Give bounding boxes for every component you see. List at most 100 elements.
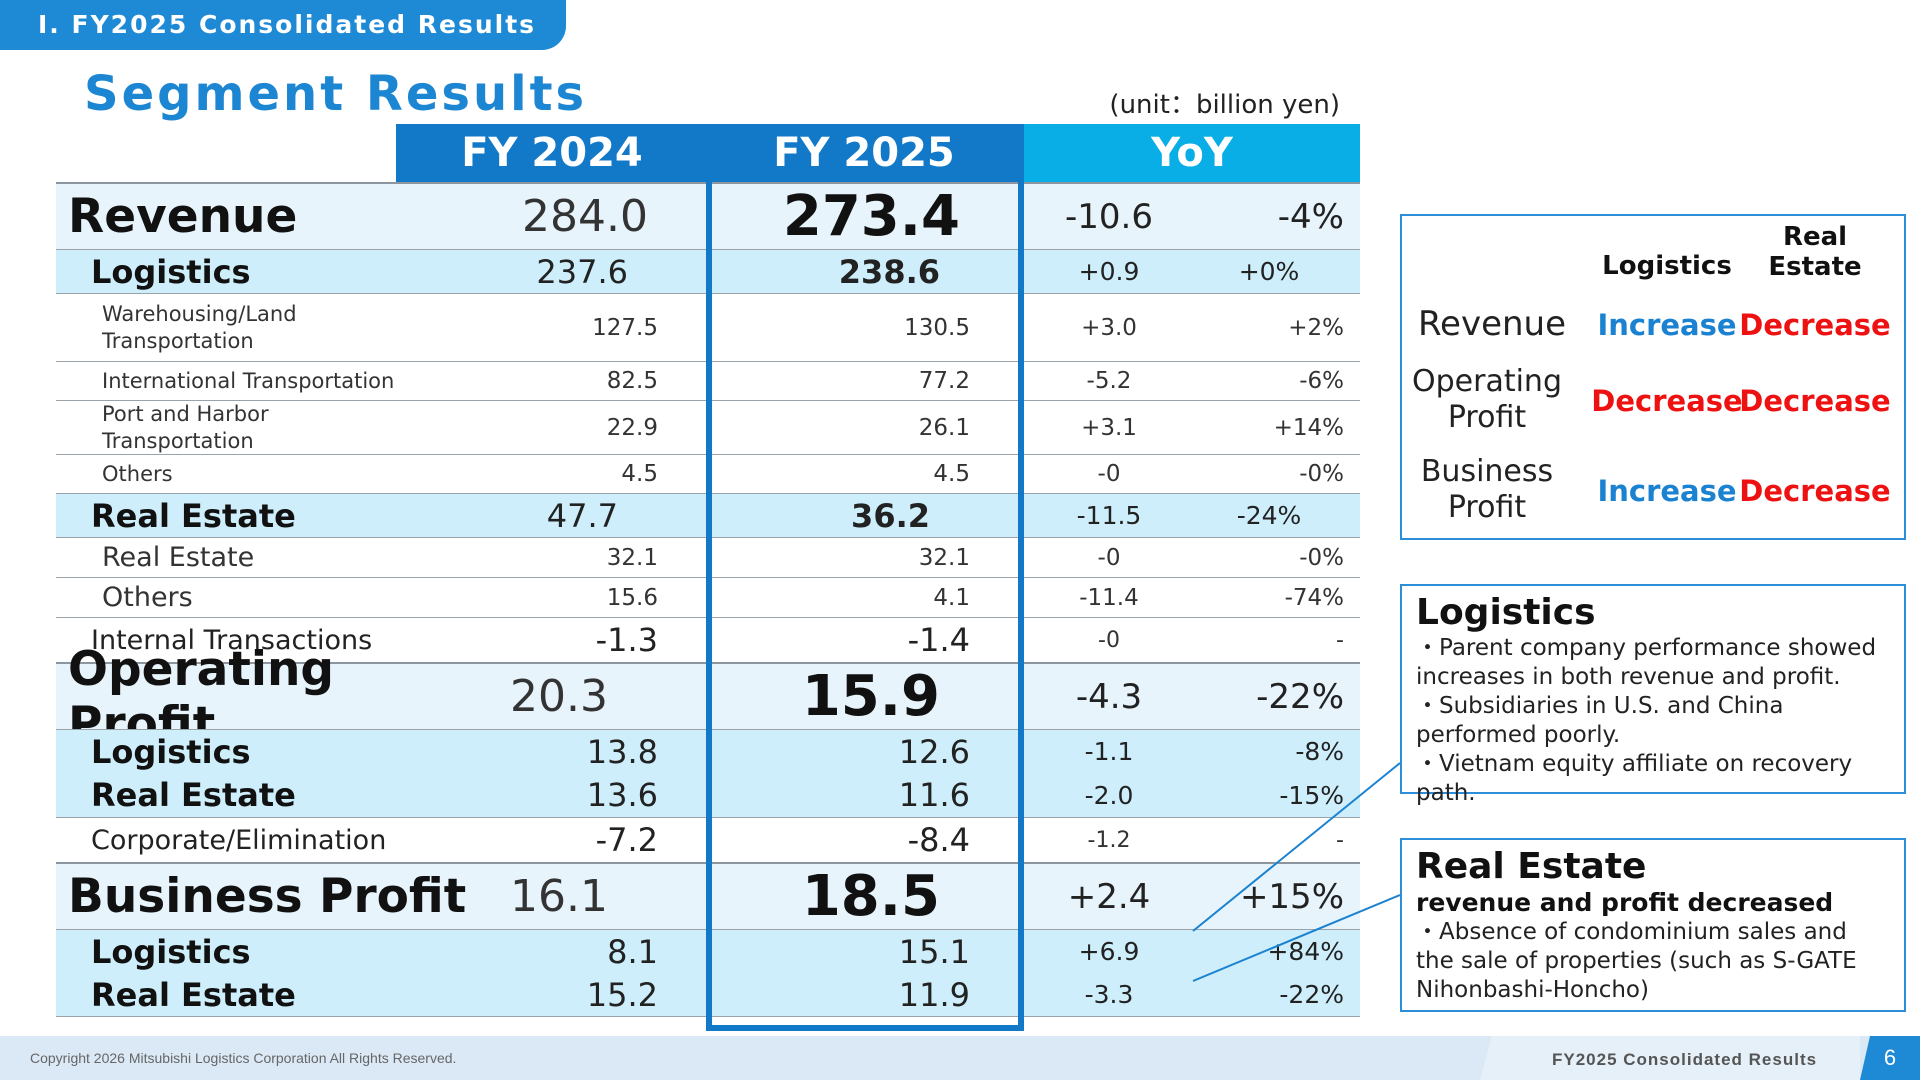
fy2025-value: 12.6 [898,732,970,771]
row-label: Real Estate [91,975,296,1014]
fy2025-value: 11.9 [898,975,970,1014]
yoy-percent: +15% [1239,876,1344,917]
table-row-operating-profit: Operating Profit 20.3 15.9 -4.3 -22% [56,642,1360,752]
yoy-change: +0.9 [1078,257,1140,286]
table-row-op-real-estate: Real Estate 13.6 11.6 -2.0 -15% [56,773,1360,817]
yoy-change: -0 [1097,544,1121,571]
yoy-percent: +84% [1267,937,1344,966]
table-row-bp-real-estate: Real Estate 15.2 11.9 -3.3 -22% [56,973,1360,1017]
yoy-change: -3.3 [1084,980,1134,1009]
summary-row-label: Revenue [1417,304,1567,344]
logistics-note-bullet: ・Subsidiaries in U.S. and China performe… [1416,693,1784,748]
table-row-real-estate-others: Others 15.6 4.1 -11.4 -74% [56,577,1360,617]
fy2025-value: 130.5 [904,314,970,341]
fy2025-value: 11.6 [898,776,970,814]
fy2024-value: 13.6 [586,776,658,814]
row-label: Real Estate [91,496,296,535]
yoy-percent: -4% [1277,196,1344,237]
fy2024-value: 22.9 [606,414,658,441]
row-label: Real Estate [91,776,296,814]
row-label: Real Estate [102,542,255,573]
header-yoy: YoY [1024,124,1360,182]
yoy-change: -1.2 [1087,827,1131,853]
table-row-bp-logistics: Logistics 8.1 15.1 +6.9 +84% [56,929,1360,973]
fy2025-value: 18.5 [801,864,940,929]
fy2024-value: -7.2 [595,821,658,859]
yoy-percent: - [1336,627,1344,653]
yoy-change: -1.1 [1084,737,1134,766]
row-label: Others [102,461,173,486]
real-estate-note-title: Real Estate [1416,846,1647,887]
table-row-revenue: Revenue 284.0 273.4 -10.6 -4% [56,182,1360,249]
yoy-change: -4.3 [1075,676,1143,717]
fy2025-value: 15.9 [801,664,940,729]
real-estate-note-bullet: ・Absence of condominium sales and the sa… [1416,919,1857,1003]
summary-header-logistics: Logistics [1602,251,1732,281]
fy2024-value: -1.3 [595,621,658,659]
fy2024-value: 47.7 [546,496,618,535]
row-label: Business Profit [68,869,467,924]
fy2024-value: 13.8 [586,732,658,771]
table-header: FY 2024 FY 2025 YoY [56,124,1360,182]
yoy-percent: -8% [1295,737,1344,766]
row-label: Corporate/Elimination [91,824,387,856]
row-label: Logistics [91,732,251,771]
summary-logistics-value: Decrease [1591,384,1743,418]
row-label: Revenue [68,189,298,244]
yoy-percent: -0% [1299,461,1344,487]
table-row-corporate-elimination: Corporate/Elimination -7.2 -8.4 -1.2 - [56,817,1360,862]
fy2024-value: 4.5 [621,461,658,487]
section-tab: Ⅰ. FY2025 Consolidated Results [0,0,566,50]
yoy-change: -11.5 [1076,501,1142,530]
fy2025-value: -1.4 [907,621,970,659]
yoy-percent: -22% [1279,980,1344,1009]
table-row-warehousing: Warehousing/Land Transportation 127.5 13… [56,293,1360,361]
yoy-change: -10.6 [1065,196,1153,237]
table-row-real-estate-sub: Real Estate 32.1 32.1 -0 -0% [56,537,1360,577]
header-fy2024: FY 2024 [396,124,708,182]
real-estate-note-box: Real Estate revenue and profit decreased… [1400,838,1906,1012]
fy2024-value: 20.3 [510,671,608,722]
yoy-percent: -22% [1256,676,1344,717]
fy2025-value: 4.1 [933,584,970,611]
table-row-revenue-logistics: Logistics 237.6 238.6 +0.9 +0% [56,249,1360,293]
table-row-logistics-others: Others 4.5 4.5 -0 -0% [56,454,1360,493]
summary-logistics-value: Increase [1597,474,1737,508]
row-label: Logistics [91,932,251,971]
fy2024-value: 82.5 [606,368,658,394]
logistics-note-bullet: ・Vietnam equity affiliate on recovery pa… [1416,751,1853,806]
yoy-change: +3.1 [1081,414,1137,441]
table-row-business-profit: Business Profit 16.1 18.5 +2.4 +15% [56,862,1360,929]
yoy-percent: +14% [1273,414,1344,441]
yoy-change: -11.4 [1079,584,1139,611]
footer: Copyright 2026 Mitsubishi Logistics Corp… [0,1036,1920,1080]
fy2025-value: 32.1 [918,544,970,571]
summary-row-label: Operating Profit [1412,364,1562,435]
fy2024-value: 8.1 [607,932,658,971]
footer-title-band [1480,1036,1860,1080]
table-row-op-logistics: Logistics 13.8 12.6 -1.1 -8% [56,729,1360,773]
segment-results-table: FY 2024 FY 2025 YoY Revenue 284.0 273.4 … [56,124,1360,1017]
row-label: Others [102,582,193,613]
logistics-note-bullet: ・Parent company performance showed incre… [1416,635,1877,690]
yoy-change: -2.0 [1084,780,1134,810]
page-number: 6 [1860,1036,1920,1080]
row-label: International Transportation [102,368,395,393]
table-row-revenue-real-estate: Real Estate 47.7 36.2 -11.5 -24% [56,493,1360,537]
footer-title: FY2025 Consolidated Results [1552,1050,1818,1069]
unit-note: (unit：billion yen) [1109,90,1340,120]
yoy-percent: - [1336,827,1344,853]
summary-header-real-estate: Real Estate [1768,222,1862,282]
yoy-percent: +2% [1288,314,1344,341]
yoy-change: -0 [1097,461,1121,487]
yoy-change: +6.9 [1078,937,1140,966]
summary-real-estate-value: Decrease [1739,384,1891,418]
yoy-percent: +0% [1238,257,1300,286]
fy2024-value: 15.6 [606,584,658,611]
fy2025-value: 77.2 [918,368,970,394]
fy2025-value: 238.6 [838,252,940,291]
row-label: Logistics [91,252,251,291]
header-fy2025: FY 2025 [708,124,1020,182]
yoy-percent: -15% [1279,780,1344,810]
row-label: Port and Harbor Transportation [102,401,269,453]
